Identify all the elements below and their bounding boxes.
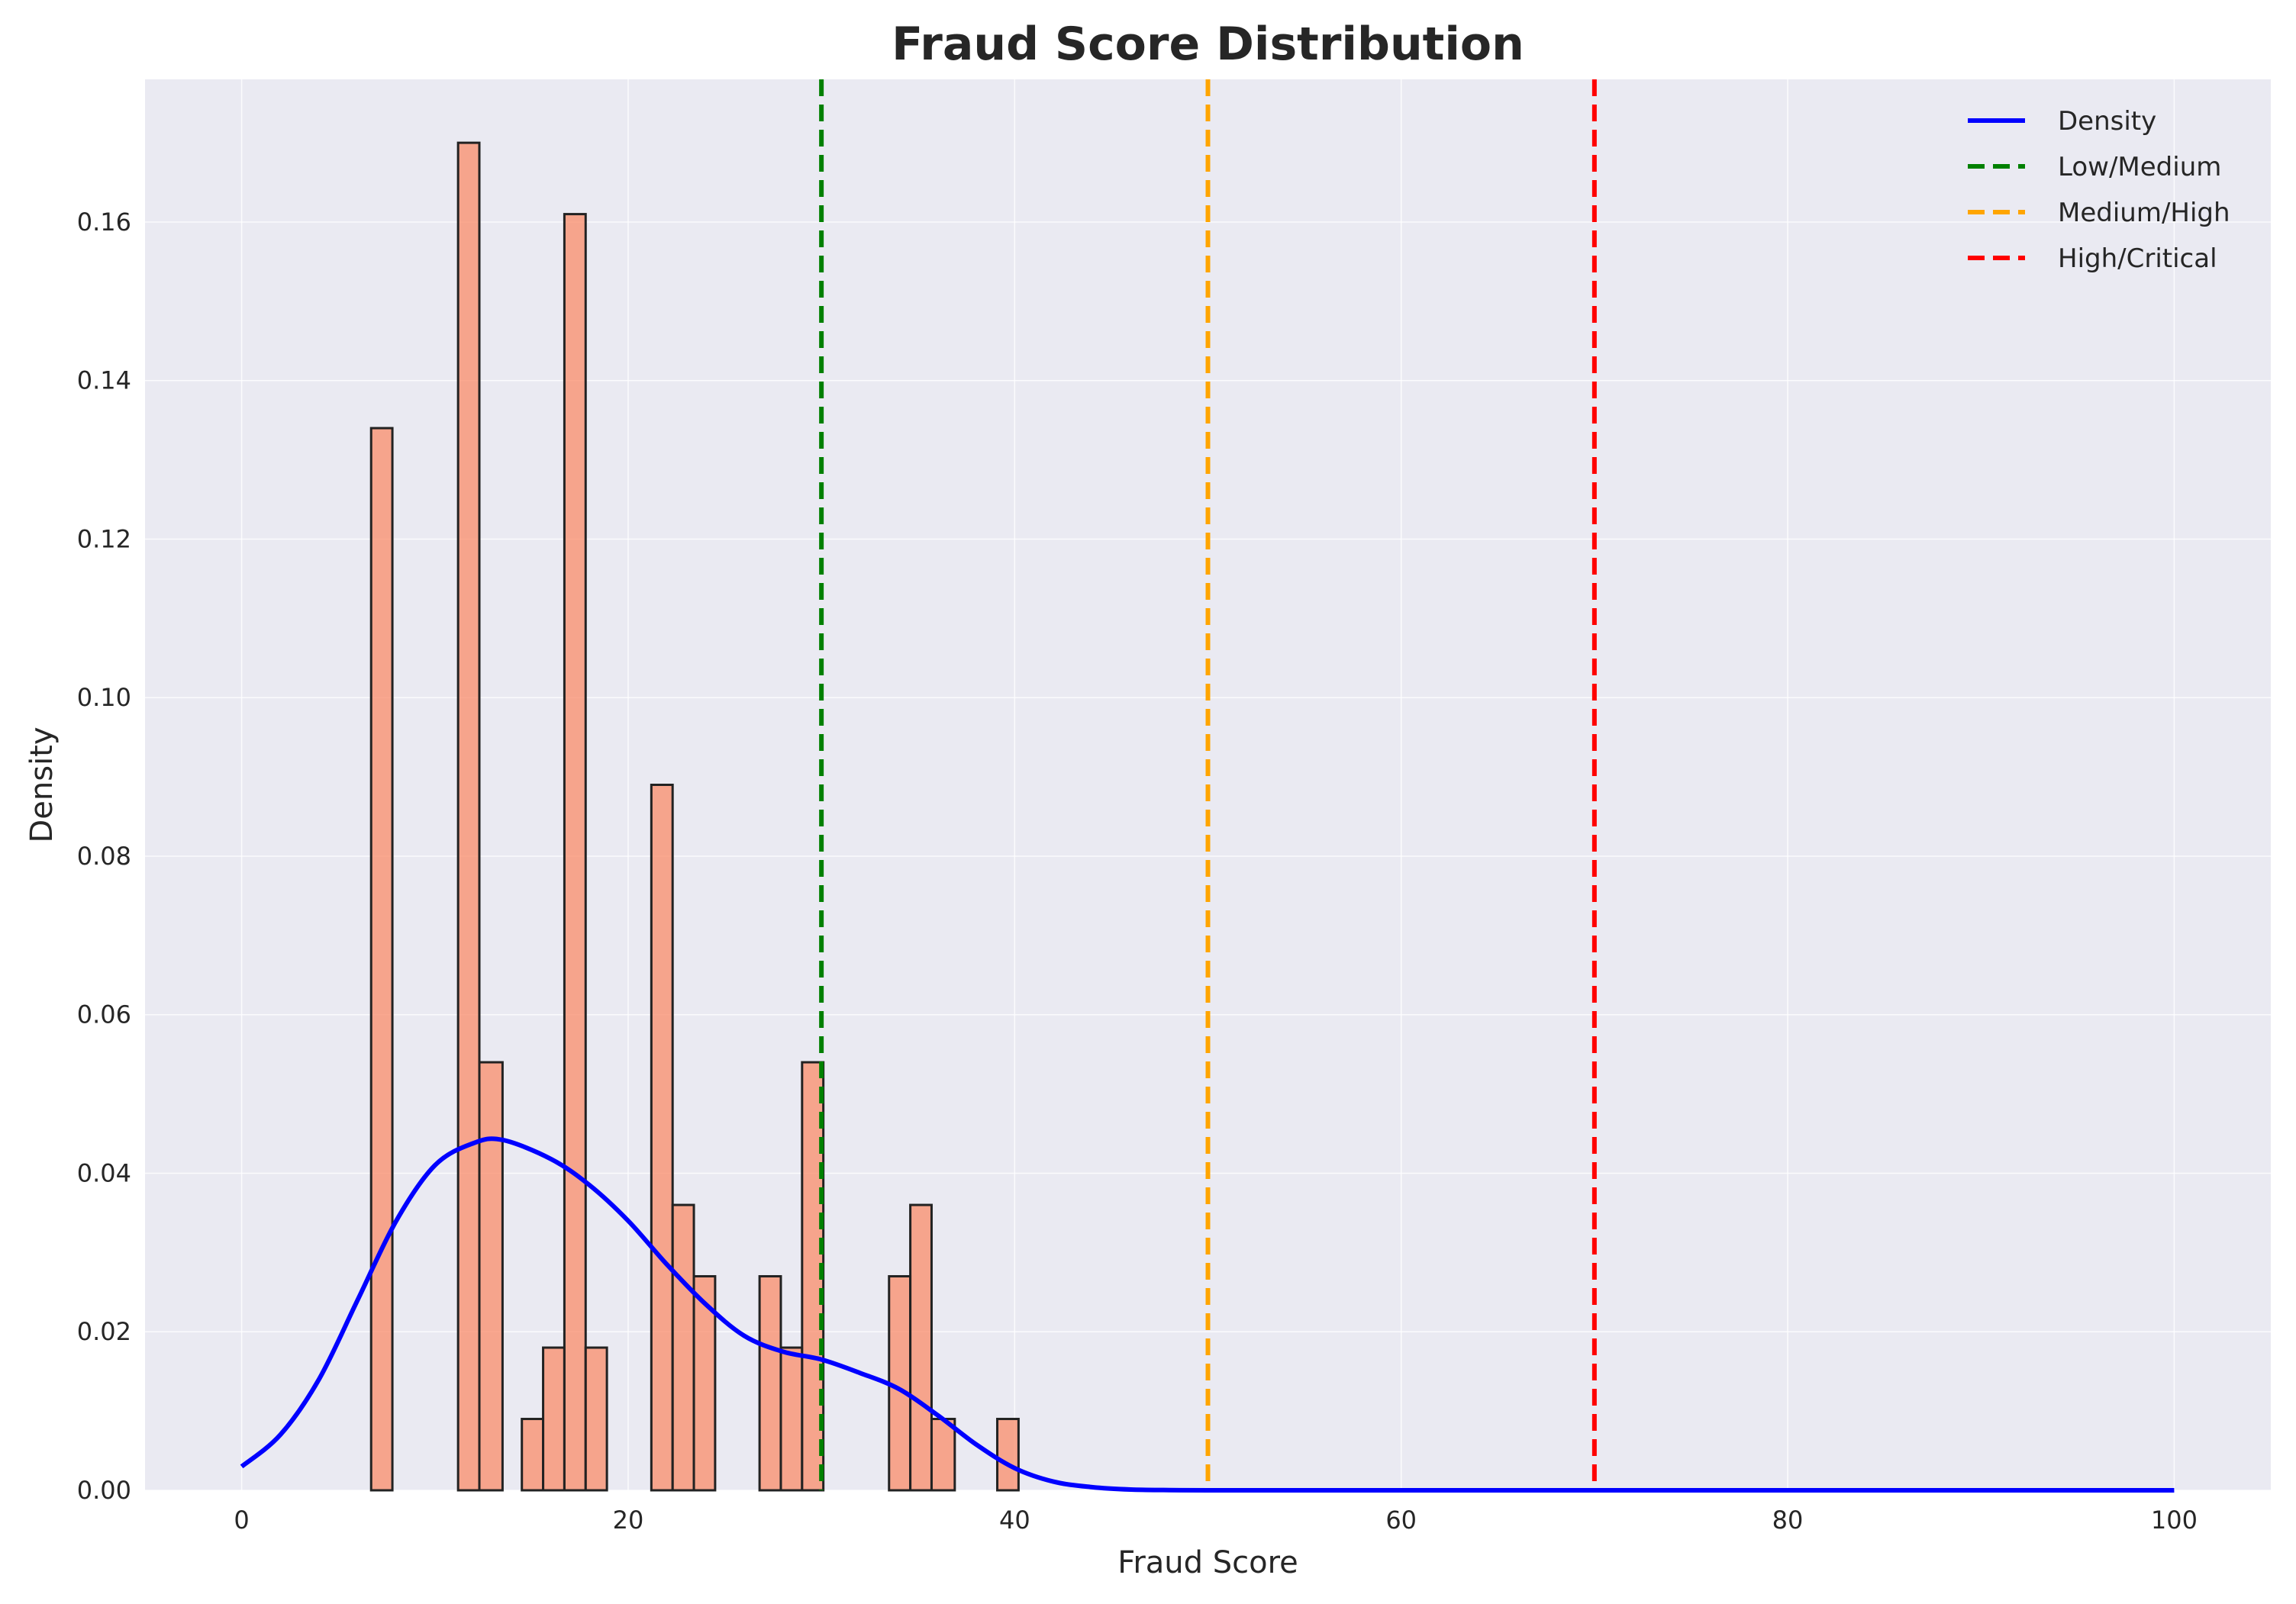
x-tick-label-3: 60 bbox=[1385, 1506, 1417, 1535]
histogram-bar-0 bbox=[369, 427, 394, 1492]
x-tick-label-5: 100 bbox=[2151, 1506, 2198, 1535]
x-tick-label-1: 20 bbox=[613, 1506, 644, 1535]
y-tick-label-5: 0.10 bbox=[77, 683, 131, 712]
histogram-bar-7 bbox=[650, 784, 674, 1492]
legend-label-3: High/Critical bbox=[2058, 243, 2217, 274]
histogram-bar-6 bbox=[584, 1346, 608, 1492]
histogram-bar-16 bbox=[996, 1418, 1020, 1492]
y-tick-label-6: 0.12 bbox=[77, 524, 131, 553]
y-tick-label-8: 0.16 bbox=[77, 208, 131, 237]
histogram-bar-11 bbox=[779, 1346, 804, 1492]
histogram-bar-15 bbox=[930, 1418, 956, 1492]
y-tick-label-3: 0.06 bbox=[77, 1000, 131, 1029]
legend-label-1: Low/Medium bbox=[2058, 152, 2221, 182]
x-tick-label-4: 80 bbox=[1772, 1506, 1804, 1535]
legend-label-0: Density bbox=[2058, 106, 2156, 137]
density-curve bbox=[240, 1136, 2175, 1493]
density-curve-group bbox=[240, 1136, 2175, 1493]
histogram-bar-10 bbox=[758, 1275, 782, 1492]
legend: Density Low/Medium Medium/High High/Critica… bbox=[1968, 106, 2230, 274]
x-axis-label: Fraud Score bbox=[1117, 1545, 1298, 1580]
histogram-bar-3 bbox=[521, 1418, 545, 1492]
chart-title: Fraud Score Distribution bbox=[892, 18, 1524, 71]
legend-label-2: Medium/High bbox=[2058, 198, 2230, 228]
histogram-bar-2 bbox=[478, 1061, 504, 1492]
histogram-bars bbox=[369, 141, 1020, 1492]
y-tick-label-7: 0.14 bbox=[77, 366, 131, 395]
y-tick-label-0: 0.00 bbox=[77, 1476, 131, 1505]
histogram-bar-9 bbox=[692, 1275, 717, 1492]
histogram-bar-14 bbox=[909, 1203, 933, 1492]
threshold-lines bbox=[819, 79, 1597, 1490]
histogram-bar-1 bbox=[456, 141, 481, 1492]
y-tick-label-2: 0.04 bbox=[77, 1158, 131, 1187]
histogram-bar-4 bbox=[542, 1346, 566, 1492]
axis-ticks: 0 20 40 60 80 100 0.00 0.02 0.04 0.06 0.08 0.10 0.12… bbox=[77, 208, 2198, 1535]
x-tick-label-2: 40 bbox=[999, 1506, 1030, 1535]
histogram-bar-8 bbox=[671, 1203, 695, 1492]
x-tick-label-0: 0 bbox=[234, 1506, 249, 1535]
y-tick-label-1: 0.02 bbox=[77, 1317, 131, 1346]
y-axis-label: Density bbox=[24, 726, 60, 842]
y-tick-label-4: 0.08 bbox=[77, 842, 131, 871]
histogram-bar-5 bbox=[563, 213, 587, 1492]
